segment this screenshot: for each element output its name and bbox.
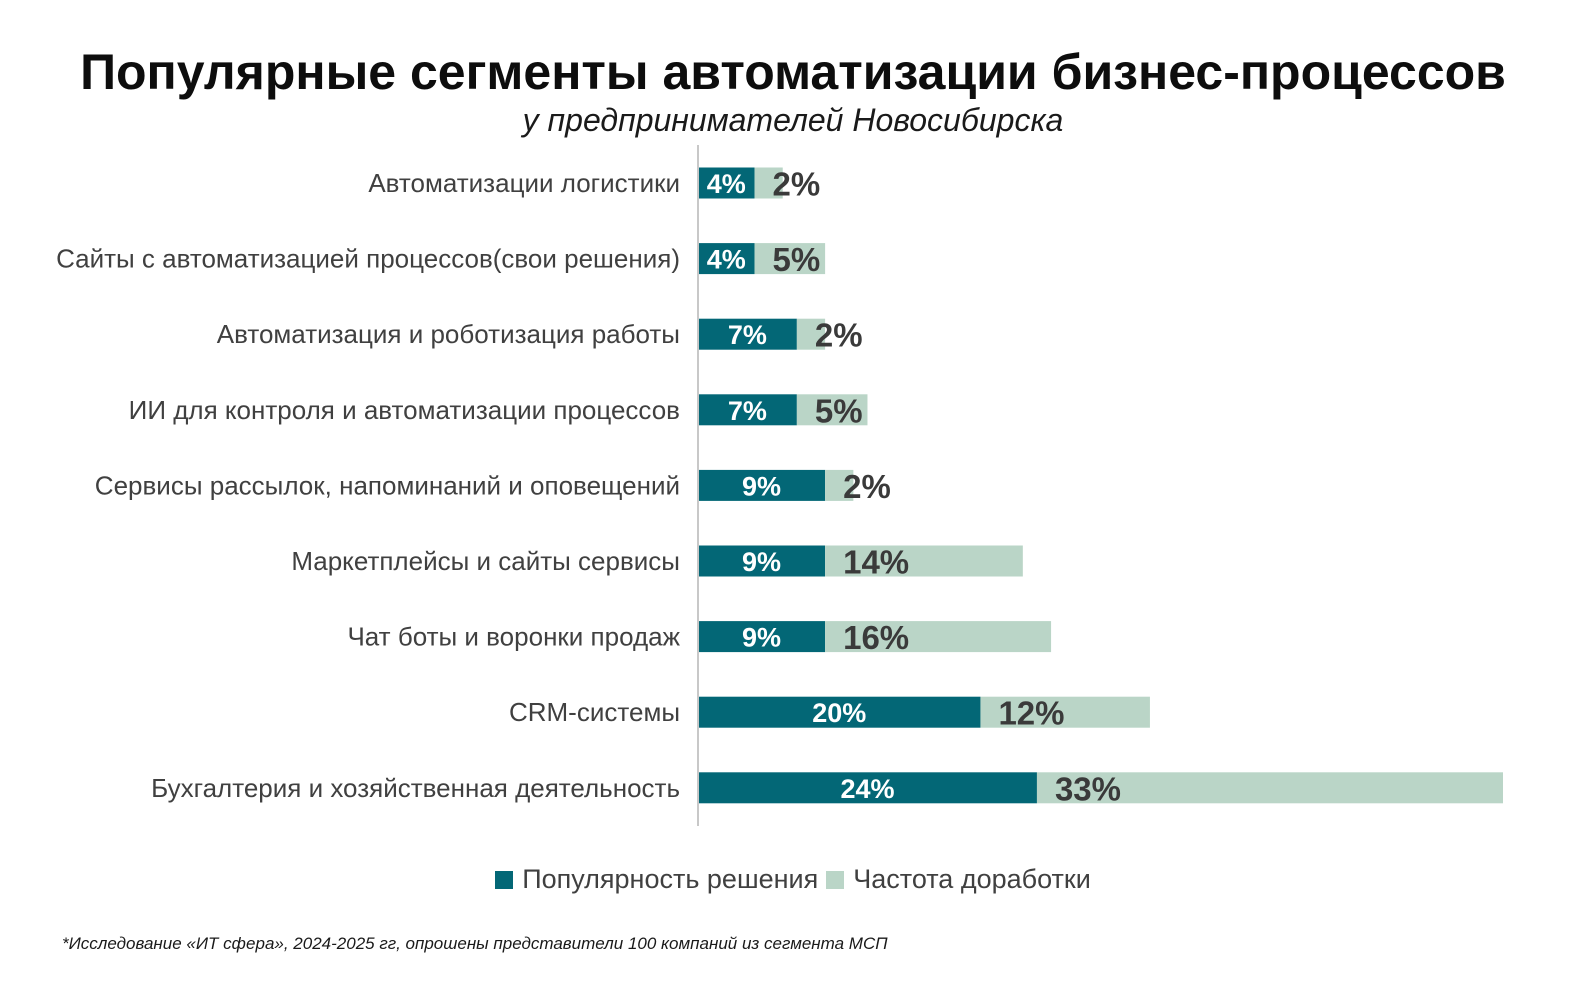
category-label: CRM-системы: [509, 697, 680, 727]
bar-segment-refinement: [825, 545, 1023, 577]
data-label-refinement: 2%: [772, 166, 820, 203]
bar-segment-refinement: [754, 243, 826, 275]
bar-segment-popularity: [698, 621, 826, 653]
bar-segment-popularity: [698, 545, 826, 577]
bar-segment-popularity: [698, 696, 981, 728]
data-label-refinement: 33%: [1055, 770, 1121, 807]
data-label-popularity: 4%: [707, 169, 746, 199]
data-label-popularity: 24%: [840, 774, 894, 804]
category-label: Маркетплейсы и сайты сервисы: [291, 546, 680, 576]
data-label-popularity: 7%: [728, 320, 767, 350]
data-label-refinement: 12%: [998, 695, 1064, 732]
bar-segment-refinement: [1036, 772, 1503, 804]
chart-legend: Популярность решения Частота доработки: [0, 864, 1586, 895]
bars-layer: 4% 2% 4% 5% 7% 2% 7% 5% 9% 2% 9% 14% 9% 16% 20% 12% 24% 3…: [698, 166, 1503, 807]
data-label-refinement: 2%: [843, 468, 891, 505]
category-label: Чат боты и воронки продаж: [347, 622, 680, 652]
data-label-popularity: 7%: [728, 396, 767, 426]
legend-swatch-popularity: [495, 870, 514, 889]
legend-swatch-refinement: [826, 870, 845, 889]
data-label-popularity: 9%: [742, 547, 781, 577]
data-label-refinement: 2%: [815, 317, 863, 354]
data-label-popularity: 4%: [707, 245, 746, 275]
bar-segment-popularity: [698, 394, 797, 426]
legend-item-refinement: Частота доработки: [826, 864, 1091, 895]
data-label-refinement: 5%: [772, 241, 820, 278]
footnote: *Исследование «ИТ сфера», 2024-2025 гг, …: [62, 934, 888, 953]
chart-subtitle: у предпринимателей Новосибирска: [522, 102, 1064, 138]
legend-label-popularity: Популярность решения: [522, 864, 819, 894]
data-label-refinement: 16%: [843, 619, 909, 656]
category-label: ИИ для контроля и автоматизации процессо…: [129, 395, 680, 425]
category-label: Сервисы рассылок, напоминаний и оповещен…: [95, 470, 680, 500]
category-labels-layer: Автоматизации логистики Сайты с автоматиз…: [56, 168, 681, 803]
category-label: Автоматизация и роботизация работы: [217, 319, 680, 349]
bar-segment-popularity: [698, 772, 1037, 804]
bar-segment-popularity: [698, 318, 797, 350]
bar-segment-popularity: [698, 243, 755, 275]
bar-segment-refinement: [754, 167, 783, 199]
data-label-popularity: 9%: [742, 623, 781, 653]
data-label-popularity: 20%: [812, 698, 866, 728]
data-label-refinement: 5%: [815, 392, 863, 429]
legend-item-popularity: Популярность решения: [495, 864, 818, 895]
category-label: Сайты с автоматизацией процессов(свои ре…: [56, 244, 680, 274]
bar-segment-refinement: [825, 469, 854, 501]
bar-segment-popularity: [698, 469, 826, 501]
bar-segment-popularity: [698, 167, 755, 199]
legend-label-refinement: Частота доработки: [853, 864, 1091, 894]
bar-segment-refinement: [796, 394, 868, 426]
bar-segment-refinement: [980, 696, 1150, 728]
stacked-bar-chart: 4% 2% 4% 5% 7% 2% 7% 5% 9% 2% 9% 14% 9% 16% 20% 12% 24% 3…: [56, 145, 1503, 826]
data-label-refinement: 14%: [843, 544, 909, 581]
chart-title: Популярные сегменты автоматизации бизнес…: [80, 44, 1506, 100]
data-label-popularity: 9%: [742, 471, 781, 501]
category-label: Бухгалтерия и хозяйственная деятельность: [151, 773, 680, 803]
bar-segment-refinement: [796, 318, 826, 350]
category-label: Автоматизации логистики: [368, 168, 680, 198]
bar-segment-refinement: [825, 621, 1052, 653]
